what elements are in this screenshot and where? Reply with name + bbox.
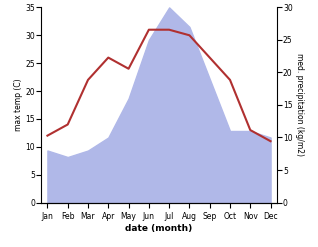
Y-axis label: max temp (C): max temp (C): [14, 79, 23, 131]
X-axis label: date (month): date (month): [125, 224, 193, 233]
Y-axis label: med. precipitation (kg/m2): med. precipitation (kg/m2): [295, 53, 304, 157]
